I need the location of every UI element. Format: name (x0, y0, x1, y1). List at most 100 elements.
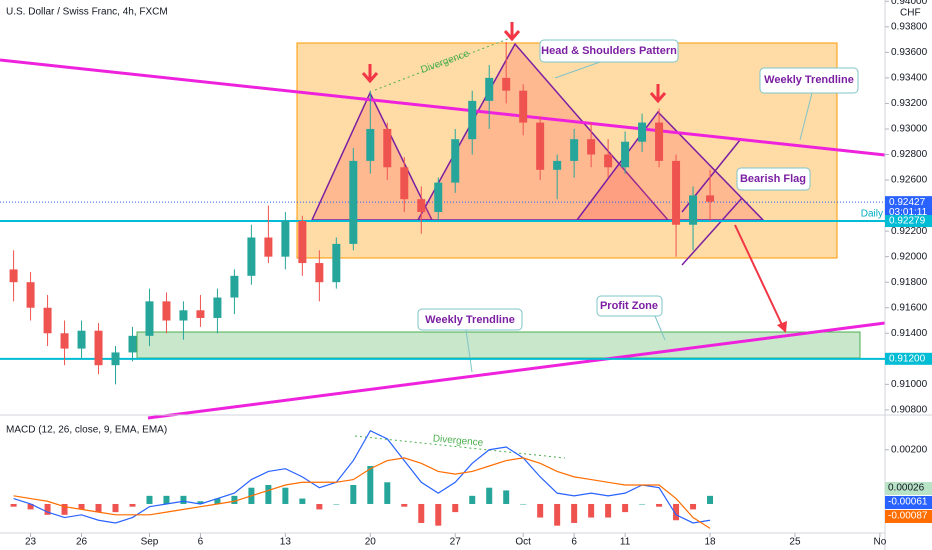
histogram-bar (146, 495, 153, 504)
candle-body (43, 307, 52, 334)
callout-box (759, 67, 859, 94)
candle-body (230, 275, 239, 298)
candle-body (111, 352, 120, 366)
x-tick-label: 6 (571, 537, 577, 548)
y-tick-label: 0.93400 (891, 73, 928, 84)
candle-body (672, 160, 681, 225)
candle-body (706, 195, 715, 202)
candle-body (383, 128, 392, 168)
trendline (147, 321, 886, 420)
arrow-head (777, 321, 787, 333)
callout-pointer (554, 61, 601, 79)
candle-body (400, 167, 409, 200)
histogram-bar (622, 503, 629, 513)
histogram-bar (316, 503, 323, 510)
profit-zone (136, 331, 861, 359)
y-tick-label: 0.93200 (891, 98, 928, 109)
histogram-bar (350, 484, 357, 504)
histogram-bar (61, 503, 68, 515)
y-tick-label: 0.91400 (891, 328, 928, 339)
candle-body (689, 195, 698, 225)
value-label: 0.00026 (888, 483, 925, 494)
x-tick-label: 25 (789, 537, 801, 548)
candle-body (315, 263, 324, 283)
x-tick-label: Oct (515, 537, 531, 548)
x-tick-label: 26 (76, 537, 88, 548)
value-label: -0.00087 (888, 511, 928, 522)
histogram-bar (10, 503, 17, 507)
candle-body (213, 297, 222, 318)
x-tick-label: 23 (25, 537, 37, 548)
candle-body (502, 77, 511, 91)
histogram-bar (282, 487, 289, 504)
macd-title: MACD (12, 26, close, 9, EMA, EMA) (6, 425, 167, 436)
histogram-bar (554, 503, 561, 526)
candle-body (417, 199, 426, 212)
price-label-box (885, 352, 932, 365)
price-label: 0.91200 (889, 353, 926, 364)
candle-body (587, 139, 596, 155)
histogram-bar (44, 503, 51, 515)
histogram-bar (197, 501, 204, 504)
price-label-box (885, 215, 932, 228)
y-tick-label: 0.93800 (891, 21, 928, 32)
countdown: 03:01:11 (889, 207, 928, 218)
candle-body (179, 310, 188, 321)
histogram-bar (537, 503, 544, 518)
arrow (361, 64, 379, 84)
candle-body (298, 220, 307, 264)
histogram-bar (214, 498, 221, 504)
candle-body (196, 310, 205, 318)
x-tick-label: 11 (620, 537, 631, 548)
candle-body (349, 160, 358, 244)
candle-body (77, 330, 86, 349)
x-tick-label: No (874, 537, 887, 548)
y-tick-label: 0.92800 (891, 149, 928, 160)
histogram-bar (401, 503, 408, 507)
callout-pointer (799, 92, 813, 141)
y-tick-label: 0.93600 (891, 47, 928, 58)
histogram-bar (571, 503, 578, 523)
arrow (649, 84, 667, 104)
candle-body (247, 237, 256, 276)
y-tick-label: 0.90800 (891, 405, 928, 416)
candle-body (264, 237, 273, 257)
y-tick-label: 0.93000 (891, 124, 928, 135)
y-tick-label: 0.91000 (891, 379, 928, 390)
price-label: 0.92427 (889, 197, 926, 208)
price-label-box (885, 196, 932, 219)
histogram-bar (452, 503, 459, 513)
callout-box (539, 39, 679, 63)
target-arrow (734, 224, 784, 328)
arrow (503, 22, 521, 42)
candle-body (655, 122, 664, 161)
histogram-bar (129, 503, 136, 507)
x-tick-label: 18 (704, 537, 716, 548)
candle-body (638, 122, 647, 142)
callout-pointer (465, 329, 473, 373)
arrows (361, 22, 667, 104)
candle-body (162, 301, 171, 321)
chart-title: U.S. Dollar / Swiss Franc, 4h, FXCM (6, 7, 168, 18)
histogram-bar (503, 490, 510, 504)
y-tick-label: 0.92600 (891, 175, 928, 186)
candle-body (468, 100, 477, 140)
trendline (0, 58, 886, 157)
candle-body (451, 139, 460, 183)
flag-line (681, 197, 743, 266)
histogram-bar (95, 503, 102, 513)
histogram-bar (707, 495, 714, 504)
candle-body (536, 122, 545, 170)
candle-body (553, 160, 562, 170)
histogram-bar (333, 503, 340, 505)
y-tick-label: 0.91600 (891, 302, 928, 313)
annotation: Weekly Trendline (425, 314, 515, 326)
macd-line (13, 429, 711, 524)
histogram-bar (435, 503, 442, 526)
histogram-bar (605, 503, 612, 518)
candle-body (128, 335, 137, 353)
callout-box (736, 167, 811, 191)
y-tick-label: 0.91800 (891, 277, 928, 288)
x-tick-label: 13 (280, 537, 292, 548)
candle-body (94, 330, 103, 366)
